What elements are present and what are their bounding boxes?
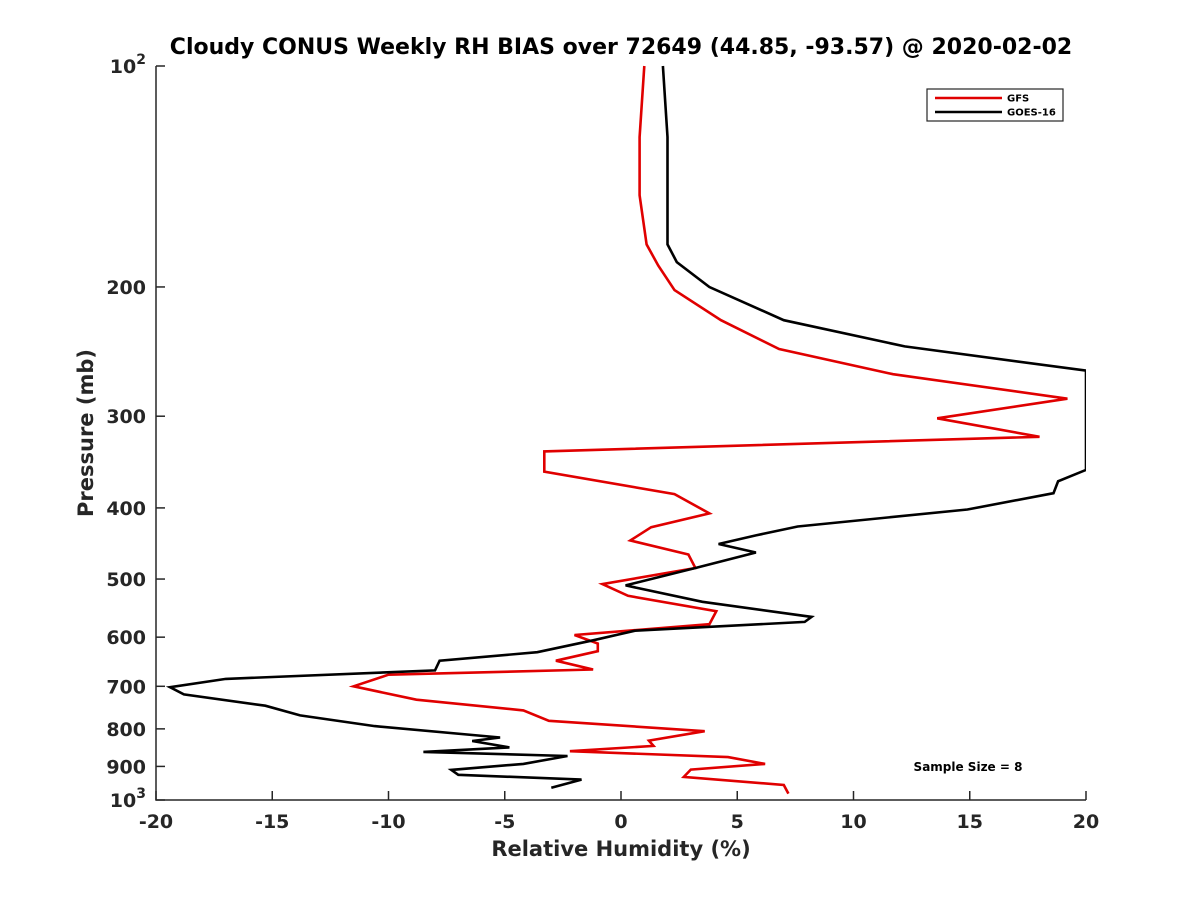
legend: GFS GOES-16 [926, 88, 1064, 122]
x-tick-label: 5 [731, 811, 744, 833]
y-axis: 102 200 300 400 500 600 700 800 900 103 [106, 52, 165, 812]
series-line-gfs [348, 65, 1068, 795]
x-tick-label: 0 [614, 811, 627, 833]
x-tick-label: 20 [1073, 811, 1099, 833]
x-tick-label: 15 [957, 811, 983, 833]
y-tick-label: 200 [106, 277, 146, 299]
x-tick-label: 10 [840, 811, 866, 833]
x-axis: -20 -15 -10 -5 0 5 10 15 20 [139, 791, 1099, 833]
legend-label: GFS [1007, 94, 1029, 105]
y-tick-label: 500 [106, 569, 146, 591]
series-layer [165, 65, 1086, 795]
x-tick-label: -15 [255, 811, 289, 833]
y-axis-label: Pressure (mb) [74, 349, 98, 517]
plot-area: -20 -15 -10 -5 0 5 10 15 20 102 200 300 400 500 600 70… [106, 52, 1099, 833]
legend-items: GFS GOES-16 [935, 94, 1056, 119]
y-tick-label: 103 [110, 786, 146, 812]
x-tick-label: -5 [494, 811, 515, 833]
x-tick-label: -20 [139, 811, 173, 833]
y-tick-label: 900 [106, 756, 146, 778]
y-tick-label: 102 [110, 52, 146, 78]
legend-label: GOES-16 [1007, 108, 1056, 119]
y-tick-label: 800 [106, 719, 146, 741]
y-tick-label: 700 [106, 676, 146, 698]
legend-box [926, 88, 1064, 122]
y-tick-label: 300 [106, 406, 146, 428]
x-axis-label: Relative Humidity (%) [491, 837, 750, 861]
chart-title: Cloudy CONUS Weekly RH BIAS over 72649 (… [170, 35, 1072, 60]
x-tick-label: -10 [371, 811, 405, 833]
y-tick-label: 600 [106, 627, 146, 649]
sample-size-annotation: Sample Size = 8 [914, 760, 1023, 774]
y-tick-label: 400 [106, 498, 146, 520]
series-line-goes-16 [165, 65, 1086, 789]
